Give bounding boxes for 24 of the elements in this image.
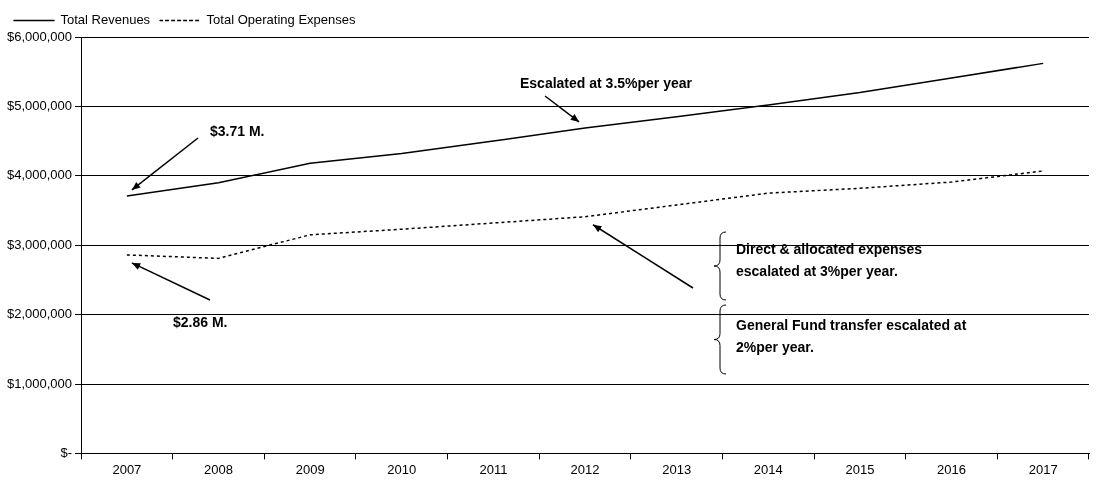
x-tick-label: 2014 [753, 461, 783, 477]
y-tick-label: $1,000,000 [6, 375, 73, 391]
annotation: Escalated at 3.5%per year [520, 74, 693, 91]
y-tick-label: $5,000,000 [6, 97, 73, 113]
y-tick-label: $4,000,000 [6, 167, 73, 183]
x-tick-label: 2017 [1028, 461, 1058, 477]
annotation: $3.71 M. [210, 122, 265, 139]
x-tick-label: 2011 [479, 461, 508, 477]
annotation: $2.86 M. [173, 313, 228, 330]
legend-label: Total Revenues [60, 12, 151, 28]
x-tick-label: 2007 [112, 461, 142, 477]
legend-label: Total Operating Expenses [206, 12, 356, 28]
y-tick-label: $6,000,000 [6, 28, 73, 44]
annotation: General Fund transfer escalated at 2%per year. [736, 316, 967, 355]
y-tick-label: $3,000,000 [6, 236, 73, 252]
x-tick-label: 2009 [295, 461, 325, 477]
x-tick-label: 2012 [570, 461, 600, 477]
y-tick-label: $- [60, 444, 73, 460]
x-tick-label: 2013 [662, 461, 692, 477]
x-tick-label: 2010 [387, 461, 417, 477]
x-tick-label: 2015 [845, 461, 875, 477]
x-tick-label: 2016 [937, 461, 967, 477]
y-tick-label: $2,000,000 [6, 306, 73, 322]
x-tick-label: 2008 [204, 461, 233, 477]
